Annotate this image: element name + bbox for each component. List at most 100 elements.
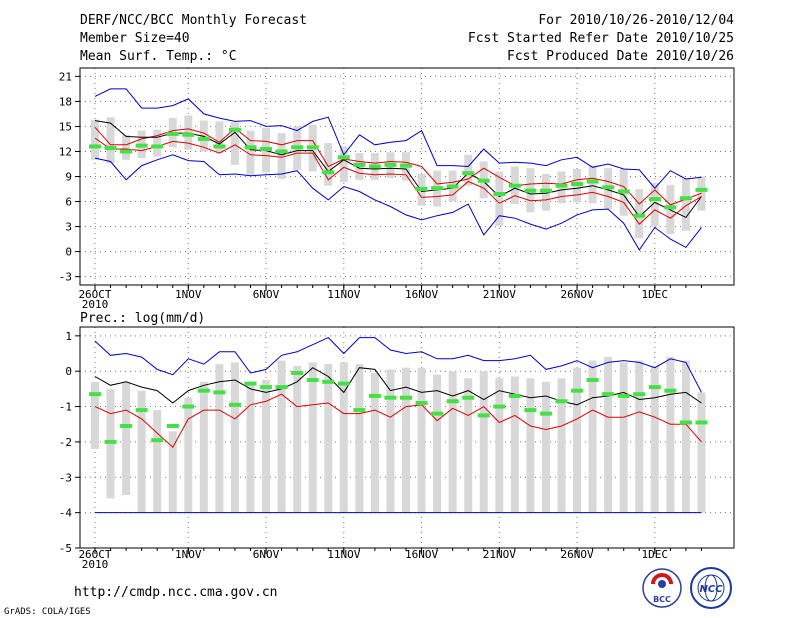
prec-box-35 [635, 360, 644, 513]
temp-ylabel-2: 3 [65, 221, 72, 234]
temp-xlabel-3: 11NOV [327, 288, 360, 301]
prec-ylabel-6: 1 [65, 330, 72, 343]
prec-xlabel-4: 16NOV [405, 548, 438, 561]
bcc-logo-text: BCC [653, 595, 671, 604]
prec-xlabel-3: 11NOV [327, 548, 360, 561]
temp-xlabel-5: 21NOV [483, 288, 516, 301]
prec-box-5 [168, 431, 177, 513]
bcc-logo-dot [658, 580, 666, 588]
forecast-started-date: Fcst Started Refer Date 2010/10/25 [468, 31, 734, 46]
prec-box-24 [464, 378, 473, 513]
temp-xlabel-1: 1NOV [175, 288, 202, 301]
temp-xlabel-0: 26OCT [78, 288, 111, 301]
temp-box-35 [635, 189, 644, 239]
ncc-logo-ring [690, 567, 732, 609]
prec-ylabel-5: 0 [65, 365, 72, 378]
prec-ylabel-3: -2 [59, 436, 72, 449]
prec-xlabel-7: 1DEC [642, 548, 669, 561]
temp-box-0 [91, 119, 99, 160]
temp-ylabel-0: -3 [59, 271, 72, 284]
prec-box-17 [355, 364, 364, 513]
prec-box-10 [246, 383, 255, 513]
prec-box-31 [573, 367, 582, 513]
prec-box-4 [153, 410, 162, 513]
temp-box-16 [339, 146, 348, 183]
prec-line-max [94, 336, 702, 393]
bcc-logo-swirl [651, 573, 673, 585]
prec-box-27 [510, 376, 519, 513]
prec-box-8 [215, 364, 224, 513]
temp-line-min [94, 154, 702, 251]
temp-xlabel-4: 16NOV [405, 288, 438, 301]
member-size: Member Size=40 [80, 31, 190, 46]
temp-box-36 [650, 183, 659, 227]
prec-xyear: 2010 [82, 558, 109, 571]
prec-box-18 [370, 372, 379, 513]
temp-ylabel-8: 21 [59, 70, 72, 83]
temp-box-26 [495, 171, 504, 226]
source-url: http://cmdp.ncc.cma.gov.cn [74, 585, 278, 600]
prec-box-25 [479, 371, 488, 513]
temp-box-9 [230, 122, 239, 165]
temp-box-10 [246, 130, 255, 175]
prec-box-26 [495, 378, 504, 513]
prec-box-32 [588, 360, 597, 513]
temp-line-max [94, 88, 702, 189]
precip-variable-label: Prec.: log(mm/d) [80, 311, 205, 326]
prec-box-38 [681, 360, 690, 513]
prec-box-7 [199, 381, 208, 513]
variable-label: Mean Surf. Temp.: °C [80, 49, 237, 64]
prec-box-19 [386, 369, 395, 513]
temp-box-1 [106, 117, 115, 164]
prec-line-mean [94, 367, 702, 406]
prec-box-11 [262, 380, 271, 513]
temp-box-38 [681, 178, 690, 231]
temp-line-p75 [94, 126, 702, 206]
prec-xlabel-0: 26OCT [78, 548, 111, 561]
prec-box-22 [433, 374, 442, 513]
temp-ylabel-6: 15 [59, 120, 72, 133]
prec-frame [79, 326, 735, 549]
temp-ylabel-3: 6 [65, 196, 72, 209]
temp-ylabel-4: 9 [65, 171, 72, 184]
temp-xlabel-6: 26NOV [560, 288, 593, 301]
temp-xlabel-7: 1DEC [642, 288, 669, 301]
prec-box-13 [293, 365, 302, 513]
prec-box-23 [448, 371, 457, 513]
prec-ylabel-0: -5 [59, 542, 72, 555]
prec-box-37 [666, 357, 675, 513]
prec-line-p25 [94, 393, 702, 448]
precipitation-panel: -5 -4 -3 -2 -1 0 1 26OCT 1NOV 6NOV 11NOV 16NOV 21NOV… [59, 326, 735, 571]
prec-box-39 [697, 392, 706, 513]
prec-box-2 [122, 381, 131, 495]
prec-xlabel-1: 1NOV [175, 548, 202, 561]
prec-xlabel-2: 6NOV [253, 548, 280, 561]
temp-box-12 [277, 133, 286, 180]
prec-xlabel-5: 21NOV [483, 548, 516, 561]
prec-box-20 [402, 367, 410, 513]
ncc-logo: NCC [690, 567, 732, 609]
prec-box-6 [184, 397, 193, 513]
temp-box-4 [153, 129, 162, 157]
temp-box-2 [122, 134, 131, 160]
prec-box-29 [541, 381, 550, 513]
ncc-logo-meridian [704, 574, 718, 602]
temp-line-p25 [94, 137, 702, 225]
prec-box-15 [324, 364, 333, 513]
prec-box-9 [230, 362, 239, 513]
forecast-produced-date: Fcst Produced Date 2010/10/26 [507, 49, 734, 64]
temp-box-8 [215, 121, 224, 154]
prec-box-14 [308, 362, 317, 513]
temperature-panel: -3 0 3 6 9 12 15 18 21 26OCT 1NOV 6NOV 11NOV 16NOV 21N… [59, 67, 735, 311]
forecast-period: For 2010/10/26-2010/12/04 [538, 13, 734, 28]
grads-credit: GrADS: COLA/IGES [4, 607, 91, 617]
temp-line-mean [94, 120, 702, 219]
prec-box-16 [339, 362, 348, 513]
temp-ylabel-1: 0 [65, 246, 72, 259]
prec-box-28 [526, 378, 535, 513]
temp-xlabel-2: 6NOV [253, 288, 280, 301]
temp-box-15 [324, 143, 333, 186]
prec-box-34 [619, 362, 628, 513]
prec-box-21 [417, 367, 426, 513]
